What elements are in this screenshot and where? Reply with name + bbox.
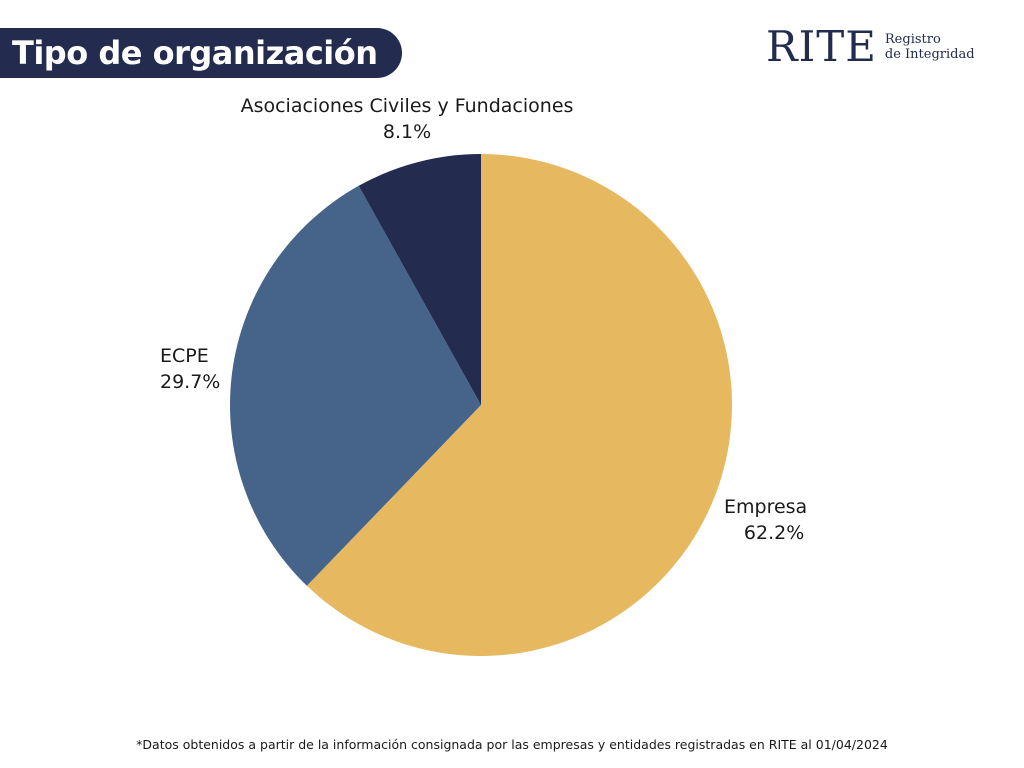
slice-label-asociaciones: Asociaciones Civiles y Fundaciones 8.1%: [0, 93, 814, 145]
logo-subtitle-line2: de Integridad: [884, 47, 975, 62]
slice-label-empresa: Empresa 62.2%: [724, 494, 807, 546]
slice-label-name: ECPE: [160, 345, 209, 367]
rite-logo: RITE Registro de Integridad: [766, 26, 975, 68]
chart-title: Tipo de organización: [12, 34, 378, 72]
slice-label-ecpe: ECPE 29.7%: [160, 343, 220, 395]
slice-label-value: 29.7%: [160, 371, 221, 393]
pie-slice-asociaciones-civiles-y-fundaciones: [358, 154, 481, 405]
logo-subtitle: Registro de Integridad: [885, 32, 975, 62]
chart-title-badge: Tipo de organización: [0, 28, 402, 78]
slice-label-value: 62.2%: [743, 522, 805, 544]
pie-slice-ecpe: [229, 185, 481, 586]
data-source-footnote: *Datos obtenidos a partir de la informac…: [136, 737, 888, 752]
slice-label-value: 8.1%: [382, 121, 432, 143]
pie-slice-empresa: [306, 154, 732, 657]
logo-subtitle-line1: Registro: [884, 32, 941, 47]
slice-label-name: Asociaciones Civiles y Fundaciones: [240, 95, 574, 117]
logo-main-text: RITE: [766, 22, 877, 71]
slice-label-name: Empresa: [724, 496, 808, 518]
